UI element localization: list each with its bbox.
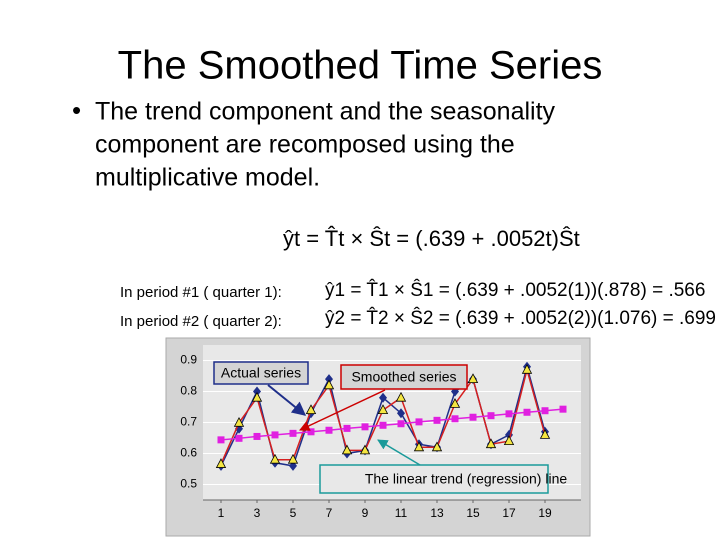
arrow xyxy=(299,389,386,431)
point xyxy=(449,398,461,408)
point xyxy=(341,444,353,455)
point xyxy=(469,413,477,421)
y-tick-label: 0.6 xyxy=(180,446,197,460)
x-tick-label: 1 xyxy=(218,506,225,520)
point xyxy=(325,426,333,434)
y-tick-label: 0.7 xyxy=(180,415,197,429)
point xyxy=(325,374,333,385)
point xyxy=(539,429,551,439)
point xyxy=(523,408,531,416)
point xyxy=(269,453,281,464)
x-tick-label: 7 xyxy=(326,506,333,520)
y-tick-label: 0.5 xyxy=(180,477,197,491)
point xyxy=(397,408,405,419)
point xyxy=(433,416,441,424)
period-formula: ŷ2 = T̂2 × Ŝ2 = (.639 + .0052(2))(1.076)… xyxy=(325,307,716,329)
y-tick-label: 0.8 xyxy=(180,384,197,398)
bullet-line: component are recomposed using the xyxy=(95,131,515,159)
bullet-line: The trend component and the seasonality xyxy=(95,98,556,126)
point xyxy=(233,416,245,427)
point xyxy=(307,428,315,436)
point xyxy=(235,434,243,442)
point xyxy=(559,405,567,413)
point xyxy=(271,431,279,439)
y-tick-label: 0.9 xyxy=(180,353,197,367)
period-formula: ŷ1 = T̂1 × Ŝ1 = (.639 + .0052(1))(.878) … xyxy=(325,279,705,301)
point xyxy=(485,438,497,449)
point xyxy=(251,391,263,402)
point xyxy=(451,415,459,423)
x-tick-label: 11 xyxy=(395,506,408,520)
legend-label: Smoothed series xyxy=(351,369,456,385)
point xyxy=(541,407,549,415)
x-tick-label: 13 xyxy=(430,506,444,520)
point xyxy=(415,418,423,426)
point xyxy=(487,412,495,420)
period-label: In period #1 ( quarter 1): xyxy=(120,284,282,301)
point xyxy=(505,410,513,418)
point xyxy=(521,363,533,374)
point xyxy=(503,435,515,445)
arrow xyxy=(377,439,421,466)
point xyxy=(431,441,443,452)
x-tick-label: 15 xyxy=(466,506,480,520)
point xyxy=(413,441,425,452)
period-label: In period #2 ( quarter 2): xyxy=(120,313,282,330)
point xyxy=(323,379,335,390)
legend-label: Actual series xyxy=(221,365,301,381)
annotation-box xyxy=(319,464,549,494)
x-tick-label: 17 xyxy=(502,506,516,520)
x-tick-label: 5 xyxy=(290,506,297,520)
legend-label: The linear trend (regression) line xyxy=(365,471,568,487)
x-tick-label: 3 xyxy=(254,506,261,520)
point xyxy=(397,420,405,428)
point xyxy=(287,453,299,464)
annotation-box xyxy=(340,364,468,390)
point xyxy=(253,386,261,397)
x-tick-label: 9 xyxy=(362,506,369,520)
point xyxy=(361,423,369,431)
bullet-line: multiplicative model. xyxy=(95,164,320,192)
point xyxy=(379,392,387,403)
point xyxy=(467,373,479,383)
point xyxy=(253,432,261,440)
formula: ŷt = T̂t × Ŝt = (.639 + .0052t)Ŝt xyxy=(283,226,580,251)
bullet-dot: • xyxy=(72,95,81,125)
point xyxy=(359,444,371,455)
point xyxy=(343,424,351,432)
point xyxy=(305,404,317,414)
point xyxy=(217,436,225,444)
point xyxy=(379,421,387,429)
point xyxy=(289,429,297,437)
slide-title: The Smoothed Time Series xyxy=(118,44,603,88)
point xyxy=(215,458,227,468)
annotation-box xyxy=(213,361,309,385)
x-tick-label: 19 xyxy=(538,506,552,520)
point xyxy=(377,404,389,414)
arrow xyxy=(267,384,307,416)
point xyxy=(395,391,407,402)
